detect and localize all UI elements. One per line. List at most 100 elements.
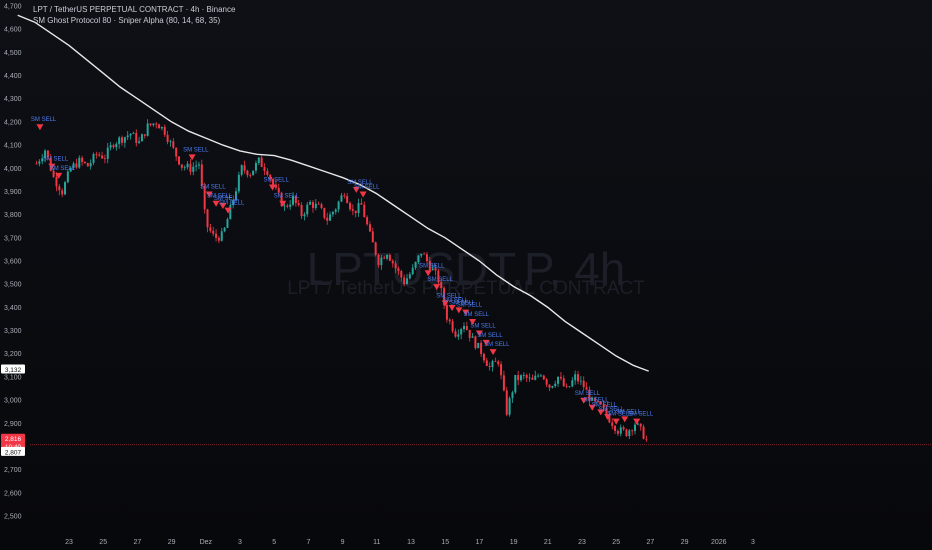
- sell-signal-label: SM SELL: [436, 293, 462, 299]
- candle-body: [249, 175, 252, 177]
- candle-body: [123, 137, 126, 143]
- candle-body: [229, 205, 232, 220]
- sell-signal-marker: [597, 409, 605, 416]
- sell-signal-label: SM SELL: [592, 402, 618, 408]
- candle-body: [186, 163, 189, 168]
- sell-signal-marker: [352, 186, 360, 193]
- sell-signal-marker: [48, 163, 56, 170]
- sell-signal-label: SM SELL: [628, 412, 654, 418]
- candle-body: [274, 184, 277, 188]
- sell-signal-label: SM SELL: [470, 324, 496, 330]
- x-tick-label: 29: [168, 539, 176, 546]
- candle-body: [143, 134, 146, 136]
- last-close-badge: 2,807: [5, 449, 22, 456]
- sell-signal-marker: [604, 414, 612, 420]
- candle-body: [226, 219, 229, 228]
- chart-legend: LPT / TetherUS PERPETUAL CONTRACT · 4h ·…: [33, 4, 235, 26]
- candle-body: [138, 141, 141, 143]
- candle-body: [306, 204, 309, 215]
- y-tick-label: 3,500: [4, 282, 22, 289]
- candle-body: [209, 227, 212, 231]
- candle-body: [645, 438, 648, 440]
- sell-signal-label: SM SELL: [484, 342, 510, 348]
- candle-body: [383, 257, 386, 259]
- y-tick-label: 3,600: [4, 259, 22, 266]
- candle-body: [178, 156, 181, 165]
- candle-body: [52, 170, 55, 177]
- candle-body: [103, 158, 106, 160]
- x-tick-label: 2026: [711, 539, 727, 546]
- candle-body: [485, 360, 488, 367]
- x-tick-label: 25: [612, 539, 620, 546]
- y-tick-label: 3,000: [4, 398, 22, 405]
- candle-body: [41, 158, 44, 162]
- candle-body: [528, 377, 531, 379]
- candle-body: [557, 376, 560, 384]
- candle-body: [425, 254, 428, 262]
- candle-body: [602, 404, 605, 408]
- sell-signal-marker: [621, 416, 629, 423]
- candle-body: [189, 163, 192, 172]
- candle-body: [311, 202, 314, 208]
- candle-body: [235, 191, 238, 201]
- candle-body: [55, 176, 58, 187]
- candle-body: [317, 203, 320, 205]
- candle-body: [269, 174, 272, 179]
- candle-body: [494, 361, 497, 362]
- sell-signal-marker: [268, 184, 276, 191]
- sell-signal-label: SM SELL: [263, 178, 289, 184]
- candle-body: [371, 231, 374, 243]
- sell-signal-label: SM SELL: [183, 147, 209, 153]
- candle-body: [411, 267, 414, 275]
- y-tick-label: 3,300: [4, 328, 22, 335]
- candle-body: [428, 261, 431, 271]
- candle-body: [64, 182, 67, 195]
- candle-body: [539, 375, 542, 377]
- candle-body: [457, 334, 460, 337]
- candle-body: [397, 268, 400, 271]
- candle-body: [511, 392, 514, 399]
- x-tick-label: 19: [510, 539, 518, 546]
- candle-body: [166, 134, 169, 142]
- x-tick-label: 13: [407, 539, 415, 546]
- candle-body: [78, 157, 81, 168]
- candle-body: [417, 255, 420, 262]
- candle-body: [482, 353, 485, 361]
- candle-body: [195, 165, 198, 167]
- candle-body: [474, 336, 477, 349]
- indicator-title[interactable]: SM Ghost Protocol 80 · Sniper Alpha (80,…: [33, 16, 221, 25]
- candle-body: [277, 187, 280, 193]
- sell-signal-marker: [455, 307, 463, 314]
- candle-body: [559, 376, 562, 379]
- sell-signal-marker: [448, 305, 456, 312]
- symbol-title[interactable]: LPT / TetherUS PERPETUAL CONTRACT · 4h ·…: [33, 5, 236, 14]
- candle-body: [403, 277, 406, 285]
- sell-signal-label: SM SELL: [599, 407, 625, 413]
- candle-body: [83, 161, 86, 163]
- candle-body: [118, 137, 121, 144]
- candle-body: [192, 166, 195, 172]
- candle-body: [337, 201, 340, 210]
- sell-signal-label: SM SELL: [457, 303, 483, 309]
- x-tick-label: 3: [751, 539, 755, 546]
- y-tick-label: 4,600: [4, 27, 22, 34]
- x-tick-label: 17: [476, 539, 484, 546]
- candle-body: [579, 380, 582, 382]
- candle-body: [343, 195, 346, 197]
- sell-signal-marker: [433, 284, 441, 291]
- candle-body: [548, 384, 551, 388]
- candle-body: [69, 167, 72, 172]
- ma-value-badge-bg: [1, 364, 25, 374]
- y-tick-label: 3,400: [4, 305, 22, 312]
- sell-signal-label: SM SELL: [219, 201, 245, 207]
- candle-body: [172, 141, 175, 148]
- sell-signal-label: SM SELL: [43, 157, 69, 163]
- candle-body: [468, 329, 471, 338]
- sell-signal-label: SM SELL: [583, 398, 609, 404]
- candle-body: [525, 375, 528, 378]
- sell-signal-marker: [580, 397, 588, 404]
- candle-body: [377, 254, 380, 266]
- candle-body: [537, 375, 540, 377]
- candle-body: [200, 164, 203, 187]
